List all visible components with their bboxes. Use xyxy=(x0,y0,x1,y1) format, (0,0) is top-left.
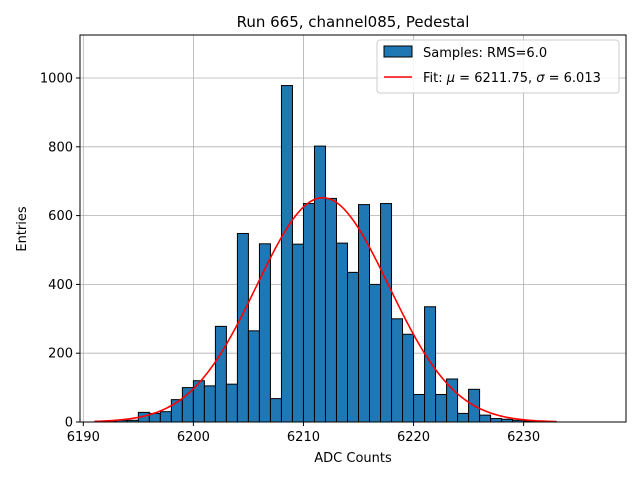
legend-fit-label: Fit: μ = 6211.75, σ = 6.013 xyxy=(423,71,601,86)
y-tick-label: 600 xyxy=(48,209,73,224)
legend-fit-sigma-symbol: σ xyxy=(536,71,545,86)
chart-title: Run 665, channel085, Pedestal xyxy=(237,13,470,31)
legend-fit-prefix: Fit: xyxy=(423,71,447,86)
histogram-bar xyxy=(203,385,216,423)
plot-frame xyxy=(79,34,627,423)
histogram-bar xyxy=(291,243,304,423)
y-tick-label: 800 xyxy=(48,140,73,155)
y-tick-label: 200 xyxy=(48,347,73,362)
histogram-bar xyxy=(214,325,227,423)
histogram-bar xyxy=(380,203,393,423)
histogram-bar xyxy=(313,145,326,423)
legend-fit-mu-text: = 6211.75, xyxy=(455,71,536,86)
histogram-bar xyxy=(402,333,415,423)
histogram-bar xyxy=(225,383,238,423)
histogram-bar xyxy=(324,197,337,423)
legend-fit-mu-symbol: μ xyxy=(446,71,455,86)
histogram-bar xyxy=(457,412,470,423)
x-tick-label: 6220 xyxy=(397,430,430,445)
histogram-bar xyxy=(159,411,172,423)
histogram-bar xyxy=(247,330,260,423)
histogram-bar xyxy=(479,414,492,423)
legend-samples-swatch xyxy=(383,45,413,58)
fit-curve-layer xyxy=(94,196,557,423)
x-tick-label: 6190 xyxy=(67,430,100,445)
x-tick-label: 6210 xyxy=(287,430,320,445)
histogram-bar xyxy=(181,387,194,423)
histogram-bar xyxy=(236,232,249,423)
x-tick-label: 6230 xyxy=(507,430,540,445)
histogram-bar xyxy=(346,271,360,423)
y-axis-ticks: 0 200 400 600 800 1000 xyxy=(40,72,80,431)
legend-box xyxy=(376,39,620,94)
histogram-bar xyxy=(302,203,315,423)
histogram-bar xyxy=(280,85,293,423)
y-tick-label: 400 xyxy=(48,278,73,293)
x-tick-label: 6200 xyxy=(177,430,210,445)
gaussian-fit-curve xyxy=(94,196,557,423)
histogram-bars xyxy=(104,85,547,423)
legend-samples-label: Samples: RMS=6.0 xyxy=(423,46,547,61)
legend-fit-sigma-text: = 6.013 xyxy=(544,71,600,86)
legend: Samples: RMS=6.0 Fit: μ = 6211.75, σ = 6… xyxy=(376,39,620,94)
y-tick-label: 0 xyxy=(65,416,73,431)
histogram-bar xyxy=(269,398,282,423)
histogram-bar xyxy=(391,318,404,423)
histogram-bar xyxy=(424,306,437,423)
histogram-bar xyxy=(335,242,348,423)
histogram-bar xyxy=(369,283,382,423)
y-tick-label: 1000 xyxy=(40,72,73,87)
x-axis-label: ADC Counts xyxy=(314,451,392,466)
histogram-bar xyxy=(490,418,503,423)
histogram-bar xyxy=(435,393,448,423)
histogram-bar xyxy=(413,393,426,423)
x-axis-ticks: 6190 6200 6210 6220 6230 xyxy=(67,422,540,445)
y-axis-label: Entries xyxy=(15,206,30,252)
